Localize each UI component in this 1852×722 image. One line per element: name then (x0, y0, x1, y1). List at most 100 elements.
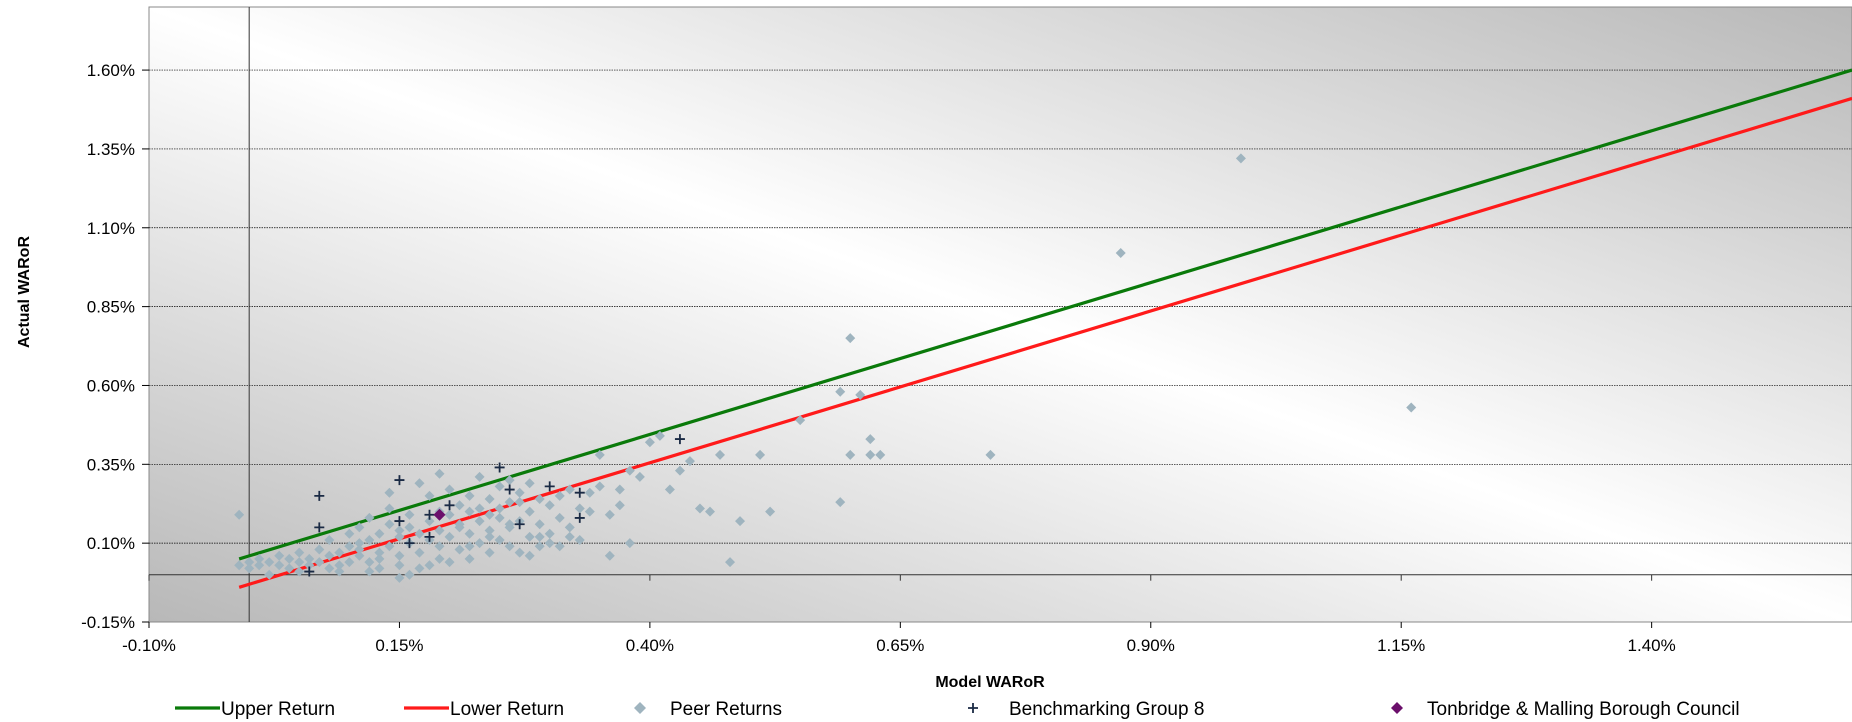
peer-returns-point (554, 490, 565, 501)
peer-returns-point (424, 516, 435, 527)
peer-returns-point (354, 538, 365, 549)
peer-returns-point (494, 503, 505, 514)
peer-returns-point (985, 449, 996, 460)
legend-peer-returns-label: Peer Returns (670, 699, 782, 720)
peer-returns-point (855, 389, 866, 400)
peer-returns-point (384, 503, 395, 514)
benchmarking-group-8-point (314, 522, 325, 533)
peer-returns-point (384, 541, 395, 552)
peer-returns-point (264, 557, 275, 568)
peer-returns-point (414, 478, 425, 489)
peer-returns-point (444, 484, 455, 495)
peer-returns-point (574, 503, 585, 514)
peer-returns-point (644, 437, 655, 448)
peer-returns-point (394, 560, 405, 571)
peer-returns-point (324, 563, 335, 574)
benchmarking-group-8-point (314, 490, 325, 501)
peer-returns-point (484, 494, 495, 504)
peer-returns-point (484, 547, 495, 558)
peer-returns-point (294, 547, 305, 558)
peer-returns-point (654, 430, 665, 441)
peer-returns-point (344, 557, 355, 568)
peer-returns-point (384, 519, 395, 530)
x-tick-label: 0.40% (626, 636, 674, 655)
peer-returns-point (424, 490, 435, 501)
peer-returns-point (444, 557, 455, 568)
peer-returns-point (574, 535, 585, 545)
peer-returns-point (484, 525, 495, 536)
peer-returns-point (404, 569, 415, 580)
peer-returns-point (294, 557, 305, 568)
peer-returns-point (234, 509, 245, 520)
benchmarking-group-8-point (394, 516, 405, 527)
peer-returns-point (614, 484, 625, 495)
peer-returns-point (1235, 153, 1246, 164)
peer-returns-point (294, 566, 305, 577)
peer-returns-point (374, 553, 385, 564)
peer-returns-point (564, 531, 575, 542)
peer-returns-point (274, 560, 285, 571)
peer-returns-point (444, 531, 455, 542)
peer-returns-point (394, 550, 405, 561)
peer-returns-point (434, 525, 445, 536)
peer-returns-point (845, 449, 856, 460)
peer-returns-point (694, 503, 705, 514)
peer-returns-point (454, 544, 465, 555)
peer-returns-point (444, 509, 455, 520)
peer-returns-point (304, 560, 315, 571)
peer-returns-point (875, 449, 886, 460)
y-tick-label: -0.15% (81, 613, 135, 632)
lower-return-line (238, 96, 1852, 589)
peer-returns-point (244, 563, 255, 574)
peer-returns-point (494, 512, 505, 523)
peer-returns-point (364, 557, 375, 568)
x-axis-title: Model WARoR (935, 674, 1045, 691)
peer-returns-point (274, 550, 285, 561)
peer-returns-point (1406, 402, 1417, 413)
legend-lower-return-label: Lower Return (450, 699, 564, 720)
peer-returns-point (634, 471, 645, 482)
peer-returns-point (594, 481, 605, 492)
peer-returns-point (334, 547, 345, 558)
legend-benchmarking-group-8-label: Benchmarking Group 8 (1009, 699, 1204, 720)
peer-returns-point (404, 522, 415, 533)
peer-returns-point (474, 516, 485, 527)
peer-returns-point (244, 557, 255, 568)
peer-returns-point (504, 519, 515, 530)
peer-returns-point (364, 512, 375, 523)
plot-area (148, 6, 1852, 623)
peer-returns-point (454, 522, 465, 533)
benchmarking-group-8-point (394, 475, 405, 486)
peer-returns-point (324, 535, 335, 545)
peer-returns-point (544, 500, 555, 511)
legend-peer-returns-swatch (634, 702, 646, 714)
legend-benchmarking-group-8-swatch (968, 703, 978, 713)
y-tick-label: 0.85% (87, 298, 135, 317)
peer-returns-point (514, 547, 525, 558)
peer-returns-point (845, 333, 856, 344)
benchmarking-group-8-point (544, 481, 555, 492)
peer-returns-point (524, 531, 535, 542)
tonbridge-malling-borough-council-point (433, 508, 446, 521)
peer-returns-point (314, 544, 325, 555)
peer-returns-point (464, 541, 475, 552)
peer-returns-point (304, 553, 315, 564)
peer-returns-point (604, 509, 615, 520)
x-tick-label: 0.90% (1127, 636, 1175, 655)
peer-returns-point (254, 553, 265, 564)
y-axis-title: Actual WARoR (16, 236, 33, 348)
peer-returns-point (474, 503, 485, 514)
peer-returns-point (474, 471, 485, 482)
peer-returns-point (464, 528, 475, 539)
peer-returns-point (364, 566, 375, 577)
peer-returns-point (474, 538, 485, 549)
peer-returns-point (725, 557, 736, 568)
benchmarking-group-8-point (514, 519, 525, 530)
benchmarking-group-8-point (404, 538, 415, 549)
y-tick-label: 0.35% (87, 455, 135, 474)
peer-returns-point (384, 487, 395, 498)
peer-returns-point (264, 569, 275, 580)
y-tick-labels: -0.15% 0.10% 0.35% 0.60% 0.85% 1.10% 1.35% 1.60… (81, 61, 135, 632)
peer-returns-point (614, 500, 625, 511)
peer-returns-point (484, 531, 495, 542)
